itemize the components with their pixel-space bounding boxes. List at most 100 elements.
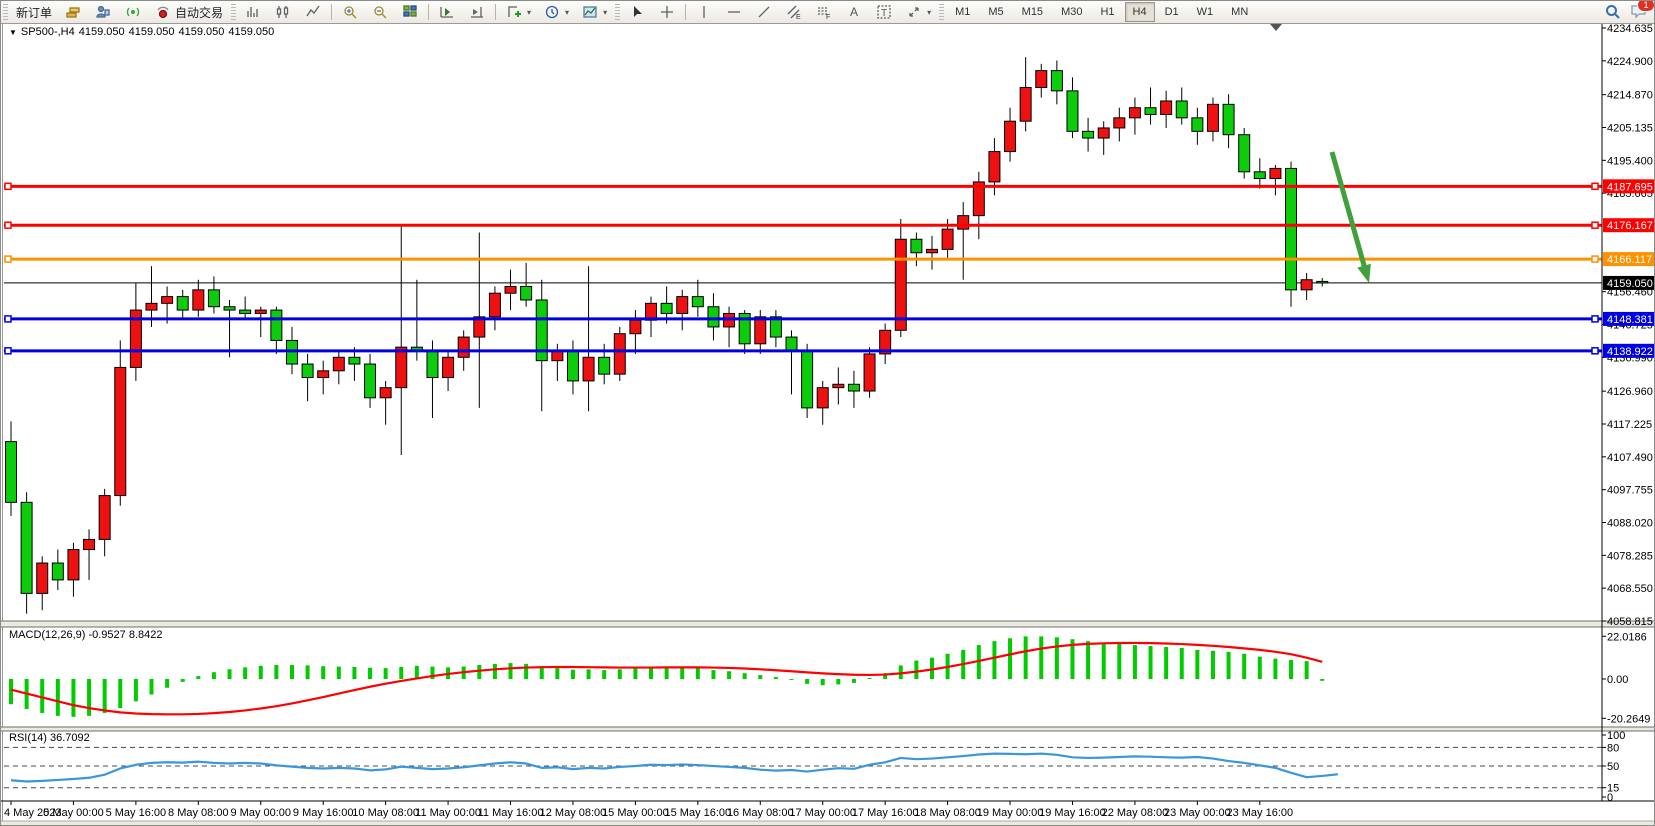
candle-up — [36, 562, 49, 594]
equidistant-channel-tool-button[interactable]: E — [779, 1, 809, 23]
timeframe-button-mn[interactable]: MN — [1231, 6, 1249, 18]
auto-scroll-button[interactable] — [432, 1, 462, 23]
fibonacci-tool-button[interactable]: F — [809, 1, 839, 23]
candle-down — [223, 306, 236, 311]
autotrade-icon — [154, 3, 172, 21]
line-handle[interactable] — [1591, 182, 1599, 191]
time-tick-label: 9 May 00:00 — [230, 807, 291, 819]
profile-button[interactable] — [88, 1, 118, 23]
timeframe-button-w1[interactable]: W1 — [1196, 6, 1214, 18]
panel-splitter[interactable] — [1, 727, 1655, 731]
timeframe-button-m1[interactable]: M1 — [955, 6, 971, 18]
autotrade-button[interactable]: 自动交易 — [148, 1, 229, 23]
line-chart-button[interactable] — [298, 1, 328, 23]
tile-windows-button[interactable] — [395, 1, 425, 23]
timeframe-button-m30[interactable]: M30 — [1061, 6, 1083, 18]
chart-shift-marker-icon[interactable] — [1270, 24, 1282, 31]
search-icon[interactable] — [1604, 3, 1622, 21]
crosshair-tool-button[interactable] — [652, 1, 682, 23]
line-handle[interactable] — [4, 315, 12, 323]
timeframe-button-h4[interactable]: H4 — [1124, 2, 1155, 22]
zoom-in-button[interactable] — [335, 1, 365, 23]
profile-icon — [94, 3, 112, 21]
text-label-tool-button[interactable]: T — [869, 1, 899, 23]
candle-down — [535, 299, 548, 362]
candle-down — [520, 285, 533, 301]
time-tick-label: 12 May 08:00 — [540, 807, 607, 819]
trend-arrow-head[interactable] — [1357, 263, 1371, 283]
vertical-line-icon — [695, 3, 713, 21]
toolbar-grip[interactable] — [231, 4, 237, 20]
time-tick-label: 16 May 08:00 — [727, 807, 794, 819]
candle-up — [488, 292, 501, 318]
ohlc-close: 4159.050 — [228, 26, 275, 38]
candle-up — [925, 248, 938, 254]
bar-chart-button[interactable] — [238, 1, 268, 23]
cursor-tool-button[interactable] — [622, 1, 652, 23]
toolbar-grip[interactable] — [3, 4, 8, 20]
rsi-scale-label: 15 — [1607, 783, 1619, 795]
price-tick-label: 4097.755 — [1607, 485, 1653, 497]
price-badge-4166.117 — [1603, 252, 1654, 267]
price-badge-4159.050 — [1603, 275, 1654, 290]
price-tick-label: 4088.020 — [1607, 517, 1653, 529]
vertical-line-tool-button[interactable] — [689, 1, 719, 23]
horizontal-line-tool-button[interactable] — [719, 1, 749, 23]
price-badge-4187.695 — [1603, 179, 1654, 194]
trendline-tool-button[interactable] — [749, 1, 779, 23]
chart-shift-icon — [468, 3, 486, 21]
line-handle[interactable] — [1591, 315, 1599, 323]
gold-ingot-button[interactable] — [58, 1, 88, 23]
chart-shift-button[interactable] — [462, 1, 492, 23]
price-axis[interactable]: 4234.635 4224.900 4214.870 4205.135 4195.400… — [1601, 23, 1655, 804]
line-handle[interactable] — [4, 182, 12, 191]
time-tick-label: 11 May 16:00 — [478, 807, 544, 819]
candle-up — [613, 333, 626, 375]
candle-up — [894, 238, 907, 331]
toolbar-grip[interactable] — [939, 4, 945, 20]
macd-scale-label: 0.00 — [1607, 674, 1628, 686]
toolbar-grip[interactable] — [615, 4, 621, 20]
candle-up — [629, 319, 642, 335]
new-order-button[interactable]: 新订单 — [10, 1, 58, 23]
template-button[interactable]: ▾ — [575, 1, 613, 23]
trendline-icon — [755, 3, 773, 21]
line-handle[interactable] — [4, 221, 12, 229]
panel-splitter[interactable] — [1, 621, 1655, 627]
signals-button[interactable] — [118, 1, 148, 23]
time-tick-label: 23 May 16:00 — [1226, 807, 1293, 819]
candlestick-chart-button[interactable] — [268, 1, 298, 23]
text-tool-button[interactable]: A — [839, 1, 869, 23]
line-handle[interactable] — [1591, 347, 1599, 355]
line-handle[interactable] — [4, 255, 12, 263]
timeframe-button-m5[interactable]: M5 — [988, 6, 1004, 18]
time-tick-label: 4 May 2023 — [4, 807, 61, 819]
time-tick-label: 11 May 00:00 — [415, 807, 481, 819]
price-tick-label: 4117.225 — [1607, 419, 1652, 431]
candle-up — [1269, 167, 1282, 180]
timeframe-button-h1[interactable]: H1 — [1100, 6, 1115, 18]
line-handle[interactable] — [1591, 255, 1599, 263]
candle-down — [239, 309, 252, 314]
candle-up — [395, 346, 408, 389]
timeframe-button-d1[interactable]: D1 — [1164, 6, 1179, 18]
trend-arrow-annotation[interactable] — [1329, 151, 1368, 271]
candle-down — [847, 383, 860, 392]
line-handle[interactable] — [4, 347, 12, 355]
symbol-dropdown-icon[interactable]: ▼ — [9, 27, 17, 37]
zoom-out-button[interactable] — [365, 1, 395, 23]
dropdown-caret-icon: ▾ — [565, 7, 570, 17]
add-indicator-button[interactable]: ▾ — [499, 1, 537, 23]
price-badge-label: 4176.167 — [1607, 220, 1653, 232]
macd-signal-line — [10, 641, 1323, 716]
arrows-tool-button[interactable]: ▾ — [899, 1, 937, 23]
toolbar-separator — [495, 4, 497, 20]
timeframe-button-m15[interactable]: M15 — [1021, 6, 1044, 18]
candle-up — [129, 309, 142, 368]
notifications-button[interactable]: 1 — [1630, 1, 1654, 23]
clock-icon — [543, 3, 561, 21]
period-button[interactable]: ▾ — [537, 1, 575, 23]
line-handle[interactable] — [1591, 221, 1599, 229]
